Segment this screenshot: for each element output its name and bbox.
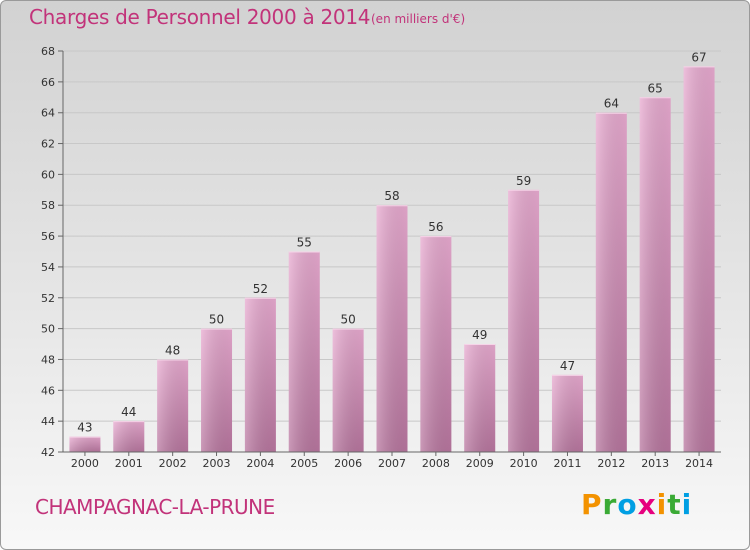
value-label-2007: 58 <box>384 189 399 203</box>
value-label-2011: 47 <box>560 359 575 373</box>
y-tick-label: 66 <box>41 76 55 89</box>
bar-shade-2013 <box>639 97 671 453</box>
bar-shade-2002 <box>157 359 189 452</box>
x-tick-label-2001: 2001 <box>115 457 143 470</box>
chart-title: Charges de Personnel 2000 à 2014 <box>29 5 371 29</box>
y-tick-label: 60 <box>41 168 55 181</box>
x-tick-label-2004: 2004 <box>246 457 274 470</box>
bar-shade-2005 <box>288 251 320 452</box>
value-label-2010: 59 <box>516 174 531 188</box>
value-label-2008: 56 <box>428 220 443 234</box>
y-tick-label: 54 <box>41 261 55 274</box>
y-tick-label: 52 <box>41 292 55 305</box>
bar-shade-2011 <box>551 374 583 452</box>
bar-shade-2007 <box>376 205 408 452</box>
x-tick-label-2006: 2006 <box>334 457 362 470</box>
proxiti-logo: Proxiti <box>581 488 692 521</box>
bar-shade-2000 <box>69 436 101 452</box>
x-tick-label-2002: 2002 <box>159 457 187 470</box>
x-tick-label-2003: 2003 <box>203 457 231 470</box>
bar-shade-2004 <box>244 297 276 452</box>
bar-shade-2001 <box>113 421 145 452</box>
value-label-2002: 48 <box>165 343 180 357</box>
y-tick-label: 64 <box>41 107 55 120</box>
y-tick-label: 48 <box>41 353 55 366</box>
bar-shade-2009 <box>464 344 496 452</box>
value-label-2005: 55 <box>297 236 312 250</box>
value-label-2009: 49 <box>472 328 487 342</box>
bar-shade-2006 <box>332 328 364 452</box>
y-tick-label: 62 <box>41 138 55 151</box>
logo-letter: t <box>667 488 682 521</box>
x-tick-label-2013: 2013 <box>641 457 669 470</box>
bar-shade-2012 <box>595 112 627 452</box>
labels: 42 44 46 48 50 52 54 56 58 60 62 64 66 68 43 2000 44 2001… <box>41 45 713 470</box>
y-tick-label: 44 <box>41 415 55 428</box>
logo-letter: P <box>581 488 603 521</box>
logo-letter: o <box>617 488 638 521</box>
bars <box>69 66 715 453</box>
value-label-2004: 52 <box>253 282 268 296</box>
axes <box>58 50 721 456</box>
y-tick-label: 68 <box>41 45 55 58</box>
value-label-2003: 50 <box>209 313 224 327</box>
x-tick-label-2007: 2007 <box>378 457 406 470</box>
y-tick-label: 42 <box>41 446 55 459</box>
logo-letter: i <box>681 488 693 521</box>
x-tick-label-2012: 2012 <box>597 457 625 470</box>
logo-letter: x <box>637 488 657 521</box>
value-label-2006: 50 <box>340 313 355 327</box>
value-label-2000: 43 <box>77 421 92 435</box>
value-label-2013: 65 <box>648 81 663 95</box>
bar-shade-2003 <box>201 328 233 452</box>
y-tick-label: 56 <box>41 230 55 243</box>
logo-letter: i <box>656 488 668 521</box>
x-tick-label-2009: 2009 <box>466 457 494 470</box>
bar-shade-2014 <box>683 66 715 452</box>
value-label-2012: 64 <box>604 97 619 111</box>
commune-name: CHAMPAGNAC-LA-PRUNE <box>35 495 275 519</box>
logo-letter: r <box>602 488 618 521</box>
x-tick-label-2005: 2005 <box>290 457 318 470</box>
x-tick-label-2008: 2008 <box>422 457 450 470</box>
x-tick-label-2010: 2010 <box>510 457 538 470</box>
x-tick-label-2014: 2014 <box>685 457 713 470</box>
bar-shade-2008 <box>420 236 452 452</box>
value-label-2014: 67 <box>691 50 706 64</box>
y-tick-label: 46 <box>41 384 55 397</box>
y-tick-label: 50 <box>41 323 55 336</box>
y-tick-label: 58 <box>41 199 55 212</box>
x-tick-label-2000: 2000 <box>71 457 99 470</box>
unit-note: (en milliers d'€) <box>371 12 466 26</box>
bar-shade-2010 <box>508 189 540 453</box>
x-tick-label-2011: 2011 <box>553 457 581 470</box>
value-label-2001: 44 <box>121 405 136 419</box>
